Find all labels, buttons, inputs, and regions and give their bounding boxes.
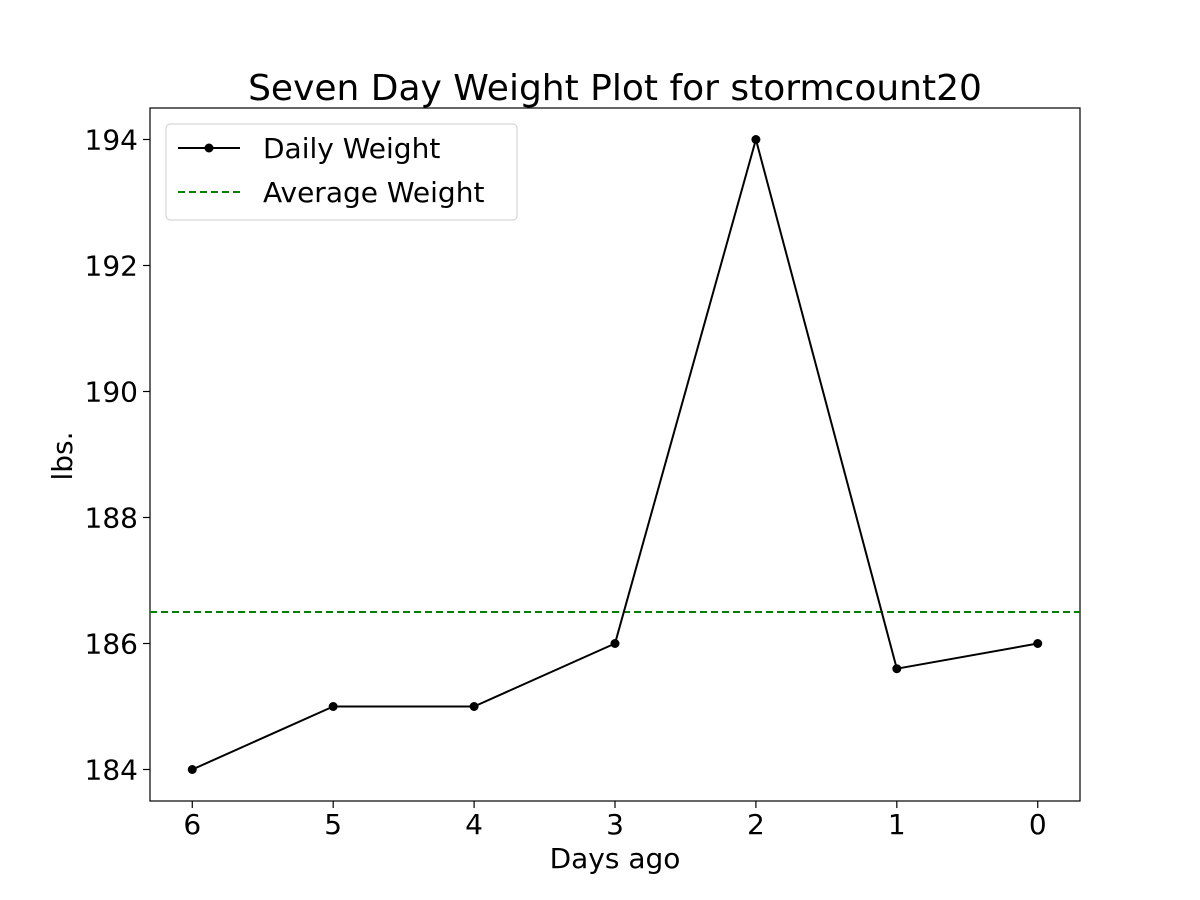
x-tick-label: 2 — [747, 808, 765, 841]
y-tick-label: 184 — [85, 754, 138, 787]
x-tick-label: 1 — [888, 808, 906, 841]
plot-area — [149, 107, 1081, 802]
daily-weight-point-6 — [187, 765, 197, 774]
series-markers — [187, 135, 1043, 774]
x-axis-ticks: 6 5 4 3 2 1 0 — [183, 801, 1047, 841]
x-tick-label: 3 — [606, 808, 624, 841]
y-axis-ticks: 184 186 188 190 192 194 — [85, 124, 150, 787]
daily-weight-point-1 — [892, 664, 902, 674]
x-tick-label: 5 — [324, 808, 342, 841]
x-tick-label: 0 — [1029, 808, 1047, 841]
legend-box — [165, 123, 518, 221]
daily-weight-point-3 — [610, 639, 620, 648]
legend-daily-weight-label: Daily Weight — [263, 132, 440, 165]
y-axis-label: lbs. — [46, 431, 79, 480]
y-tick-label: 194 — [85, 124, 138, 157]
chart-title: Seven Day Weight Plot for stormcount20 — [248, 68, 982, 109]
legend: Daily Weight Average Weight — [165, 123, 518, 221]
daily-weight-point-5 — [328, 702, 338, 711]
x-tick-label: 6 — [183, 808, 201, 841]
legend-daily-weight-marker — [204, 143, 214, 153]
legend-average-weight-label: Average Weight — [263, 176, 484, 209]
x-tick-label: 4 — [465, 808, 483, 841]
y-tick-label: 190 — [85, 376, 138, 409]
y-tick-label: 192 — [85, 250, 138, 283]
daily-weight-point-0 — [1033, 639, 1043, 648]
daily-weight-point-4 — [469, 702, 479, 711]
y-tick-label: 188 — [85, 502, 138, 535]
daily-weight-point-2 — [751, 135, 761, 144]
x-axis-label: Days ago — [550, 842, 681, 875]
y-tick-label: 186 — [85, 628, 138, 661]
